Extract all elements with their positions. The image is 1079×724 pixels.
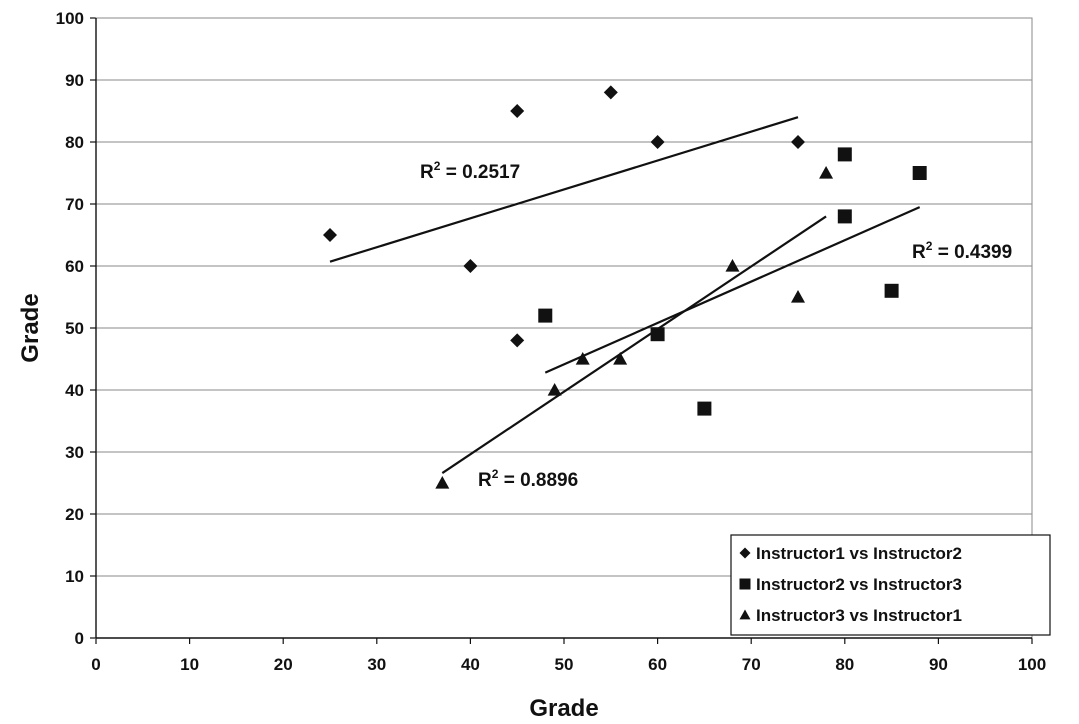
- y-tick-label: 90: [65, 71, 84, 90]
- x-tick-label: 80: [835, 655, 854, 674]
- legend-label-i2-vs-i3: Instructor2 vs Instructor3: [756, 575, 962, 594]
- x-tick-label: 50: [555, 655, 574, 674]
- square-point-i2-vs-i3: [837, 147, 852, 162]
- trendline-i1-vs-i2: [329, 116, 799, 263]
- diamond-point-i1-vs-i2: [463, 259, 478, 273]
- square-point-i2-vs-i3: [650, 327, 665, 342]
- triangle-point-i3-vs-i1: [725, 259, 740, 272]
- tick-labels: 0 10 20 30 40 50 60 70 80 90 100 0 10 20 30 40 50 60 70 80 9…: [56, 9, 1047, 674]
- legend-triangle-icon: [739, 609, 751, 620]
- y-tick-label: 40: [65, 381, 84, 400]
- triangle-point-i3-vs-i1: [819, 166, 834, 179]
- legend-box: [730, 534, 1051, 636]
- square-point-i2-vs-i3: [538, 308, 553, 323]
- r-squared-labels: R2 = 0.2517 R2 = 0.4399 R2 = 0.8896: [420, 159, 1012, 491]
- diamond-point-i1-vs-i2: [603, 85, 618, 100]
- legend: Instructor1 vs Instructor2 Instructor2 vs…: [730, 534, 1051, 636]
- y-tick-label: 0: [75, 629, 84, 648]
- diamond-point-i1-vs-i2: [791, 135, 805, 149]
- y-tick-label: 100: [56, 9, 84, 28]
- y-tick-label: 10: [65, 567, 84, 586]
- diamond-point-i1-vs-i2: [510, 333, 525, 348]
- y-tick-label: 50: [65, 319, 84, 338]
- y-tick-label: 60: [65, 257, 84, 276]
- x-tick-label: 100: [1018, 655, 1046, 674]
- x-tick-label: 90: [929, 655, 948, 674]
- legend-label-i3-vs-i1: Instructor3 vs Instructor1: [756, 606, 962, 625]
- triangle-point-i3-vs-i1: [575, 352, 590, 365]
- trendline-i2-vs-i3: [544, 206, 921, 374]
- y-axis-title: Grade: [17, 293, 44, 362]
- legend-label-i1-vs-i2: Instructor1 vs Instructor2: [756, 544, 962, 563]
- diamond-point-i1-vs-i2: [323, 228, 337, 242]
- triangle-point-i3-vs-i1: [435, 476, 450, 489]
- legend-diamond-icon: [739, 547, 751, 559]
- x-tick-label: 0: [91, 655, 100, 674]
- y-tick-label: 70: [65, 195, 84, 214]
- trendlines: [329, 116, 921, 474]
- data-points: [323, 85, 927, 489]
- diamond-point-i1-vs-i2: [510, 104, 525, 118]
- square-point-i2-vs-i3: [912, 166, 927, 180]
- x-tick-label: 10: [180, 655, 199, 674]
- x-tick-label: 40: [461, 655, 480, 674]
- r2-label-i3-vs-i1: R2 = 0.8896: [478, 467, 578, 491]
- y-tick-label: 20: [65, 505, 84, 524]
- diamond-point-i1-vs-i2: [650, 135, 665, 149]
- trendline-i3-vs-i1: [441, 215, 827, 474]
- y-tick-label: 30: [65, 443, 84, 462]
- x-tick-label: 70: [742, 655, 761, 674]
- y-tick-label: 80: [65, 133, 84, 152]
- x-tick-label: 20: [274, 655, 293, 674]
- triangle-point-i3-vs-i1: [613, 352, 628, 365]
- axes: [90, 17, 1033, 644]
- r2-label-i1-vs-i2: R2 = 0.2517: [420, 159, 520, 183]
- square-point-i2-vs-i3: [837, 209, 852, 224]
- r2-label-i2-vs-i3: R2 = 0.4399: [912, 239, 1012, 263]
- triangle-point-i3-vs-i1: [547, 383, 562, 396]
- x-tick-label: 30: [367, 655, 386, 674]
- x-tick-label: 60: [648, 655, 667, 674]
- triangle-point-i3-vs-i1: [791, 290, 805, 303]
- square-point-i2-vs-i3: [697, 401, 712, 416]
- legend-square-icon: [739, 578, 751, 590]
- square-point-i2-vs-i3: [884, 283, 899, 298]
- x-axis-title: Grade: [529, 695, 598, 722]
